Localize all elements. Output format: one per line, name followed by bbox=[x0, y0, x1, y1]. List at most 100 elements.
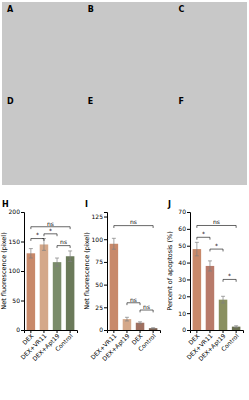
error-bar bbox=[125, 317, 129, 321]
error-bar-line bbox=[208, 271, 212, 272]
image-area: ABCDEF bbox=[2, 2, 247, 185]
y-tick-label: 50 bbox=[12, 297, 20, 304]
panel: ns***010203040506070DEXDEX+VR11DEX+Apt19… bbox=[166, 200, 244, 363]
error-bar-line bbox=[68, 261, 72, 262]
significance-bracket bbox=[127, 303, 140, 305]
y-tick-mark bbox=[104, 217, 107, 218]
x-tick-label: Control bbox=[54, 332, 75, 353]
y-tick: 150 bbox=[9, 238, 24, 245]
y-tick: 200 bbox=[9, 208, 24, 215]
error-bar-line bbox=[151, 328, 155, 329]
plot-area bbox=[110, 226, 158, 330]
significance-bracket bbox=[44, 234, 57, 236]
y-tick-mark bbox=[187, 263, 190, 264]
x-axis-line bbox=[25, 331, 78, 334]
significance-bracket bbox=[31, 239, 44, 241]
x-tick-mark bbox=[196, 330, 197, 333]
panel-title: I bbox=[85, 200, 88, 209]
y-tick-label: 100 bbox=[9, 267, 21, 274]
bar bbox=[53, 262, 62, 330]
y-tick: 10 bbox=[178, 310, 190, 317]
y-tick-label: 0 bbox=[16, 326, 20, 333]
panel-letter: F bbox=[178, 97, 183, 106]
y-tick: 30 bbox=[178, 276, 190, 283]
y-tick-mark bbox=[187, 313, 190, 314]
x-axis: DEXDEX+VR11DEX+Apt19Control bbox=[19, 330, 77, 363]
y-tick-mark bbox=[187, 246, 190, 247]
x-tick-mark bbox=[236, 330, 237, 333]
y-tick-mark bbox=[187, 279, 190, 280]
y-tick-mark bbox=[104, 262, 107, 263]
error-bar-line bbox=[195, 242, 199, 243]
y-tick-label: 200 bbox=[9, 208, 21, 215]
y-tick-mark bbox=[21, 212, 24, 213]
y-tick-label: 150 bbox=[9, 238, 21, 245]
y-tick: 60 bbox=[178, 225, 190, 232]
error-bar-line bbox=[112, 249, 116, 250]
error-bar-line bbox=[223, 296, 224, 303]
x-axis-line bbox=[108, 331, 161, 334]
significance-label: ns bbox=[213, 218, 220, 225]
y-tick-mark bbox=[104, 307, 107, 308]
error-bar-line bbox=[221, 303, 225, 304]
x-tick: Control bbox=[137, 330, 158, 352]
error-bar bbox=[208, 261, 212, 271]
y-tick: 25 bbox=[95, 304, 107, 311]
y-tick-mark bbox=[104, 239, 107, 240]
bar bbox=[136, 323, 145, 330]
x-tick-mark bbox=[70, 330, 71, 333]
error-bar-line bbox=[30, 249, 31, 258]
y-tick: 75 bbox=[95, 258, 107, 265]
significance-bracket bbox=[197, 225, 236, 227]
error-bar-line bbox=[138, 321, 142, 322]
significance-label: * bbox=[36, 231, 39, 238]
y-axis-title: Net fluorescence (pixel) bbox=[0, 232, 8, 309]
significance-label: ns bbox=[60, 238, 67, 245]
significance-bracket bbox=[197, 237, 210, 239]
significance-bracket bbox=[114, 226, 153, 228]
y-tick-label: 25 bbox=[95, 304, 103, 311]
y-tick-mark bbox=[187, 330, 190, 331]
error-bar bbox=[221, 296, 225, 303]
error-bar-line bbox=[29, 248, 33, 249]
y-tick-label: 75 bbox=[95, 258, 103, 265]
panel-letter: D bbox=[7, 97, 14, 106]
y-tick-label: 10 bbox=[178, 310, 186, 317]
y-tick: 100 bbox=[92, 236, 107, 243]
error-bar-line bbox=[125, 317, 129, 318]
bar bbox=[193, 249, 202, 330]
error-bar-line bbox=[195, 255, 199, 256]
x-tick: Control bbox=[54, 330, 75, 352]
y-tick-mark bbox=[104, 330, 107, 331]
significance-label: * bbox=[202, 230, 205, 237]
significance-label: ns bbox=[143, 303, 150, 310]
panel: ns**ns050100150200DEXDEX+VR11DEX+Apt19Co… bbox=[0, 200, 78, 363]
plot-area bbox=[193, 225, 241, 330]
error-bar-line bbox=[125, 320, 129, 321]
panel-letter: E bbox=[88, 97, 93, 106]
y-tick-label: 125 bbox=[92, 213, 104, 220]
y-tick-label: 20 bbox=[178, 293, 186, 300]
error-bar-line bbox=[29, 258, 33, 259]
x-tick-mark bbox=[113, 330, 114, 333]
error-bar bbox=[234, 326, 238, 328]
error-bar-line bbox=[196, 242, 197, 255]
y-tick: 0 bbox=[99, 326, 107, 333]
bar bbox=[40, 244, 49, 330]
error-bar-line bbox=[138, 323, 142, 324]
y-tick: 0 bbox=[182, 326, 190, 333]
y-tick-label: 30 bbox=[178, 276, 186, 283]
y-tick: 20 bbox=[178, 293, 190, 300]
y-axis: 010203040506070 bbox=[178, 208, 190, 333]
x-axis-line bbox=[191, 331, 244, 334]
plot-area bbox=[27, 227, 75, 330]
image-placeholder bbox=[2, 2, 247, 185]
y-tick-mark bbox=[21, 330, 24, 331]
error-bar-line bbox=[55, 258, 59, 259]
y-tick-mark bbox=[187, 229, 190, 230]
y-axis-title: Percent of apoptosis (%) bbox=[166, 231, 174, 311]
bar bbox=[66, 256, 75, 330]
error-bar-line bbox=[55, 266, 59, 267]
bar bbox=[110, 244, 119, 330]
significance-label: * bbox=[215, 242, 218, 249]
